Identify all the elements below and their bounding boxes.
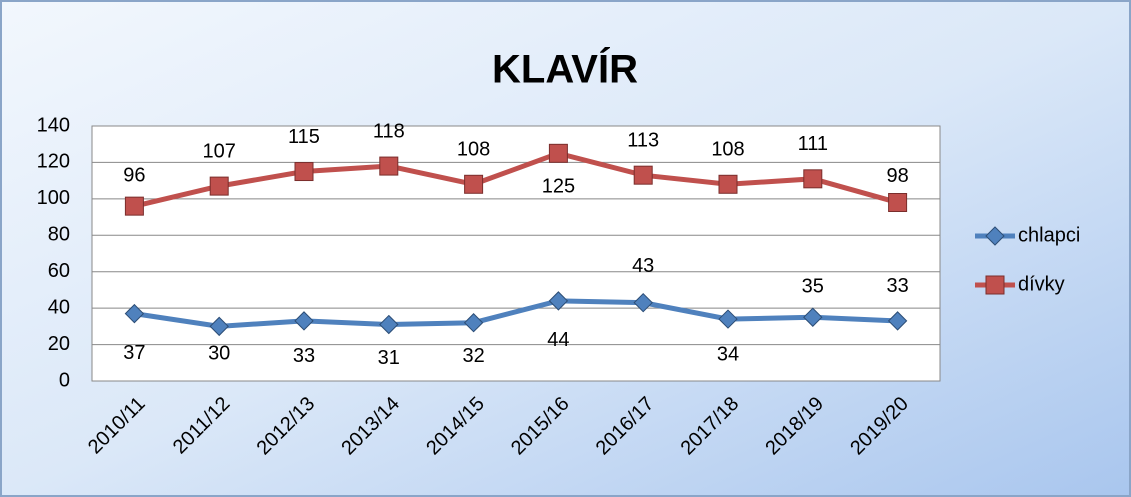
marker xyxy=(463,313,484,333)
marker xyxy=(888,193,908,212)
data-label: 125 xyxy=(542,176,575,198)
data-label: 118 xyxy=(373,120,405,142)
data-label: 43 xyxy=(632,255,654,277)
data-label: 108 xyxy=(711,139,744,161)
data-label: 34 xyxy=(717,343,739,365)
marker xyxy=(124,196,144,216)
marker xyxy=(209,176,229,196)
data-label: 108 xyxy=(457,139,490,161)
marker xyxy=(124,303,145,324)
data-label: 44 xyxy=(547,329,569,351)
marker xyxy=(294,311,314,331)
data-label: 33 xyxy=(293,345,315,367)
marker xyxy=(887,311,908,331)
data-label: 98 xyxy=(886,165,908,187)
marker xyxy=(294,162,314,182)
marker xyxy=(803,169,823,189)
marker xyxy=(985,275,1005,295)
marker xyxy=(379,314,399,335)
data-label: 111 xyxy=(798,133,828,155)
chart-title: KLAVÍR xyxy=(492,47,638,92)
data-label: 35 xyxy=(802,276,824,298)
data-label: 115 xyxy=(288,126,320,148)
marker xyxy=(209,316,229,337)
marker xyxy=(985,226,1005,246)
y-tick-label: 120 xyxy=(37,151,70,173)
series-line xyxy=(134,298,898,329)
y-tick-label: 20 xyxy=(48,333,70,355)
marker xyxy=(718,309,738,329)
marker xyxy=(803,307,823,327)
data-label: 96 xyxy=(123,164,145,186)
y-tick-label: 80 xyxy=(48,224,70,246)
marker xyxy=(548,143,568,163)
data-label: 33 xyxy=(886,275,908,297)
data-label: 30 xyxy=(208,343,230,365)
data-label: 113 xyxy=(627,129,659,151)
marker xyxy=(718,174,738,194)
data-label: 107 xyxy=(203,140,236,162)
y-tick-label: 140 xyxy=(37,114,70,136)
y-tick-label: 40 xyxy=(48,296,70,318)
data-label: 31 xyxy=(378,347,400,369)
legend-label: dívky xyxy=(1018,273,1065,295)
y-tick-label: 60 xyxy=(48,260,70,282)
series-line xyxy=(133,150,899,209)
marker xyxy=(633,165,653,185)
y-tick-label: 100 xyxy=(37,187,70,209)
y-tick-label: 0 xyxy=(59,369,70,391)
marker xyxy=(633,292,653,313)
marker xyxy=(548,291,569,311)
data-label: 37 xyxy=(123,342,145,364)
marker xyxy=(379,156,399,176)
legend-label: chlapci xyxy=(1018,224,1080,246)
marker xyxy=(464,174,484,194)
data-label: 32 xyxy=(462,345,484,367)
